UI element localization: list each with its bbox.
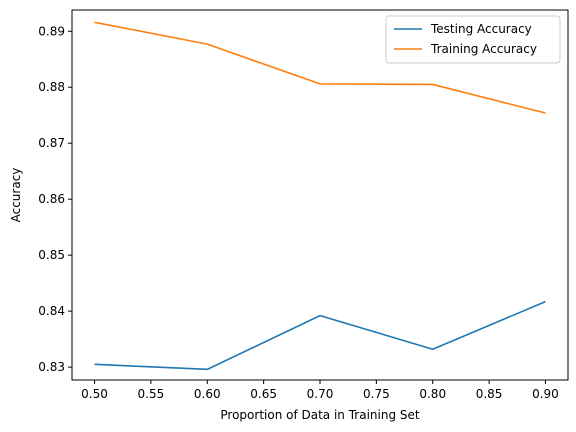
- x-tick-label: 0.60: [194, 387, 221, 401]
- x-tick-label: 0.50: [81, 387, 108, 401]
- legend-box: [385, 15, 561, 64]
- x-axis-label: Proportion of Data in Training Set: [220, 408, 419, 422]
- legend-label-testing-accuracy: Testing Accuracy: [430, 22, 532, 36]
- y-tick-label: 0.85: [38, 248, 65, 262]
- plot-frame: [71, 9, 569, 381]
- x-tick-label: 0.75: [363, 387, 390, 401]
- legend: Testing Accuracy Training Accuracy: [385, 15, 561, 64]
- x-axis-ticks: 0.50 0.55 0.60 0.65 0.70 0.75 0.80 0.85 0.90: [81, 380, 559, 401]
- x-tick-label: 0.65: [250, 387, 277, 401]
- y-axis-ticks: 0.83 0.84 0.85 0.86 0.87 0.88 0.89: [38, 24, 72, 374]
- y-tick-label: 0.88: [38, 80, 65, 94]
- y-tick-label: 0.87: [38, 136, 65, 150]
- x-tick-label: 0.80: [419, 387, 446, 401]
- x-tick-label: 0.85: [476, 387, 503, 401]
- plot-area: [94, 21, 546, 371]
- y-tick-label: 0.89: [38, 24, 65, 38]
- x-tick-label: 0.55: [138, 387, 165, 401]
- y-axis-label: Accuracy: [9, 168, 23, 223]
- legend-label-training-accuracy: Training Accuracy: [430, 42, 537, 56]
- training-accuracy-line: [94, 21, 546, 114]
- y-tick-label: 0.86: [38, 192, 65, 206]
- x-tick-label: 0.70: [307, 387, 334, 401]
- y-tick-label: 0.84: [38, 304, 65, 318]
- x-tick-label: 0.90: [532, 387, 559, 401]
- y-tick-label: 0.83: [38, 360, 65, 374]
- testing-accuracy-line: [94, 300, 546, 371]
